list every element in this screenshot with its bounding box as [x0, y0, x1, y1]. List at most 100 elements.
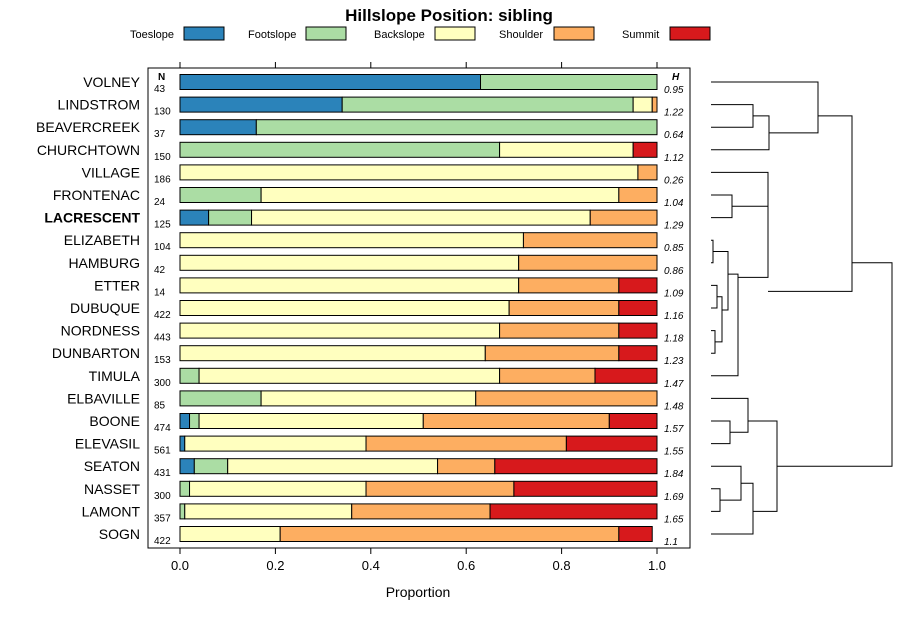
dendrogram-branch-18: [768, 115, 853, 292]
row-label-dubuque: DUBUQUE: [70, 300, 140, 316]
n-value-frontenac: 24: [154, 197, 166, 208]
bar-churchtown-backslope: [499, 141, 634, 158]
x-tick-label-3: 0.6: [457, 558, 475, 573]
h-value-frontenac: 1.04: [664, 198, 684, 209]
row-label-churchtown: CHURCHTOWN: [37, 142, 140, 158]
h-value-volney: 0.95: [664, 85, 684, 96]
bar-lacrescent-shoulder: [589, 209, 658, 226]
h-value-nasset: 1.69: [664, 492, 684, 503]
bar-volney-toeslope: [179, 74, 482, 90]
h-value-village: 0.26: [664, 175, 684, 186]
n-value-elbaville: 85: [154, 400, 166, 411]
bar-sogn-shoulder: [279, 526, 620, 542]
dendrogram-branch-4: [711, 171, 769, 207]
bar-elevasil-toeslope: [179, 435, 186, 452]
bar-elbaville-footslope: [179, 390, 262, 407]
row-label-elevasil: ELEVASIL: [75, 436, 140, 452]
legend-swatch-backslope: [434, 26, 476, 41]
n-value-boone: 474: [154, 423, 171, 434]
dendrogram-branch-2: [711, 81, 819, 134]
x-axis: 0.0 0.2 0.4 0.6 0.8 1.0: [171, 62, 666, 573]
row-label-lindstrom: LINDSTROM: [58, 97, 140, 113]
row-label-volney: VOLNEY: [83, 74, 140, 90]
bar-sogn-summit: [618, 526, 653, 542]
x-axis-title: Proportion: [386, 584, 451, 600]
bar-boone-footslope: [189, 413, 200, 429]
h-value-beavercreek: 0.64: [664, 130, 684, 141]
row-label-lamont: LAMONT: [82, 503, 141, 519]
bar-dubuque-summit: [618, 300, 658, 316]
n-value-dubuque: 422: [154, 310, 171, 321]
row-label-beavercreek: BEAVERCREEK: [36, 119, 141, 135]
h-value-etter: 1.09: [664, 288, 684, 299]
bar-lacrescent-backslope: [251, 209, 591, 226]
bar-elevasil-summit: [565, 435, 658, 452]
row-label-boone: BOONE: [89, 413, 140, 429]
bar-boone-backslope: [198, 413, 424, 429]
bar-lindstrom-shoulder: [651, 96, 658, 113]
bar-nordness-backslope: [179, 322, 501, 339]
dendrogram-branch-5: [711, 239, 714, 264]
row-label-nasset: NASSET: [84, 481, 140, 497]
dendrogram-branch-10: [711, 273, 739, 377]
x-tick-label-4: 0.8: [553, 558, 571, 573]
h-value-lindstrom: 1.22: [664, 108, 684, 119]
h-value-timula: 1.47: [664, 379, 684, 390]
bar-seaton-toeslope: [179, 458, 195, 475]
n-value-volney: 43: [154, 84, 166, 95]
bar-beavercreek-toeslope: [179, 119, 257, 136]
h-value-dunbarton: 1.23: [664, 356, 684, 367]
legend-swatch-footslope: [305, 26, 347, 41]
bar-dunbarton-summit: [618, 345, 658, 362]
h-header: H: [672, 72, 680, 83]
row-label-hamburg: HAMBURG: [68, 255, 140, 271]
bar-frontenac-footslope: [179, 187, 262, 203]
bar-lamont-backslope: [184, 503, 353, 520]
n-value-beavercreek: 37: [154, 129, 166, 140]
n-header: N: [158, 72, 165, 83]
bar-hamburg-shoulder: [518, 254, 658, 271]
bar-beavercreek-footslope: [255, 119, 658, 136]
h-value-boone: 1.57: [664, 424, 684, 435]
dendrogram-branch-15: [711, 465, 742, 501]
bar-elbaville-shoulder: [475, 390, 658, 407]
h-value-seaton: 1.84: [664, 469, 684, 480]
bar-dubuque-shoulder: [508, 300, 620, 316]
n-value-village: 186: [154, 174, 171, 185]
bars-group: [179, 74, 658, 542]
bar-elevasil-shoulder: [365, 435, 567, 452]
chart-title: Hillslope Position: sibling: [345, 6, 553, 25]
bar-lamont-footslope: [179, 503, 186, 520]
n-value-timula: 300: [154, 378, 171, 389]
legend: Toeslope Footslope Backslope Shoulder Summit: [130, 26, 711, 41]
bar-boone-summit: [608, 413, 658, 429]
dendrogram-branch-6: [711, 284, 718, 309]
bar-elizabeth-shoulder: [522, 232, 658, 249]
bar-nordness-summit: [618, 322, 658, 339]
row-label-lacrescent: LACRESCENT: [44, 210, 140, 226]
dendrogram-branch-0: [711, 104, 754, 128]
h-value-elbaville: 1.48: [664, 401, 684, 412]
n-value-lacrescent: 125: [154, 220, 171, 231]
bar-hamburg-backslope: [179, 254, 520, 271]
x-tick-label-5: 1.0: [648, 558, 666, 573]
n-value-dunbarton: 153: [154, 355, 171, 366]
row-label-frontenac: FRONTENAC: [53, 187, 140, 203]
dendrogram-branch-9: [713, 251, 729, 311]
bar-seaton-footslope: [193, 458, 229, 475]
x-tick-label-2: 0.4: [362, 558, 380, 573]
dendrogram-branch-19: [777, 262, 893, 467]
bar-dunbarton-backslope: [179, 345, 486, 362]
h-value-dubuque: 1.16: [664, 311, 684, 322]
bar-lindstrom-toeslope: [179, 96, 343, 113]
n-value-lamont: 357: [154, 513, 171, 524]
dendrogram: [711, 81, 893, 535]
dendrogram-branch-13: [711, 397, 749, 433]
row-label-village: VILLAGE: [82, 164, 140, 180]
n-value-etter: 14: [154, 287, 166, 298]
legend-label-footslope: Footslope: [248, 29, 296, 41]
legend-swatch-toeslope: [183, 26, 225, 41]
bar-lindstrom-footslope: [341, 96, 634, 113]
bar-timula-summit: [594, 367, 658, 384]
